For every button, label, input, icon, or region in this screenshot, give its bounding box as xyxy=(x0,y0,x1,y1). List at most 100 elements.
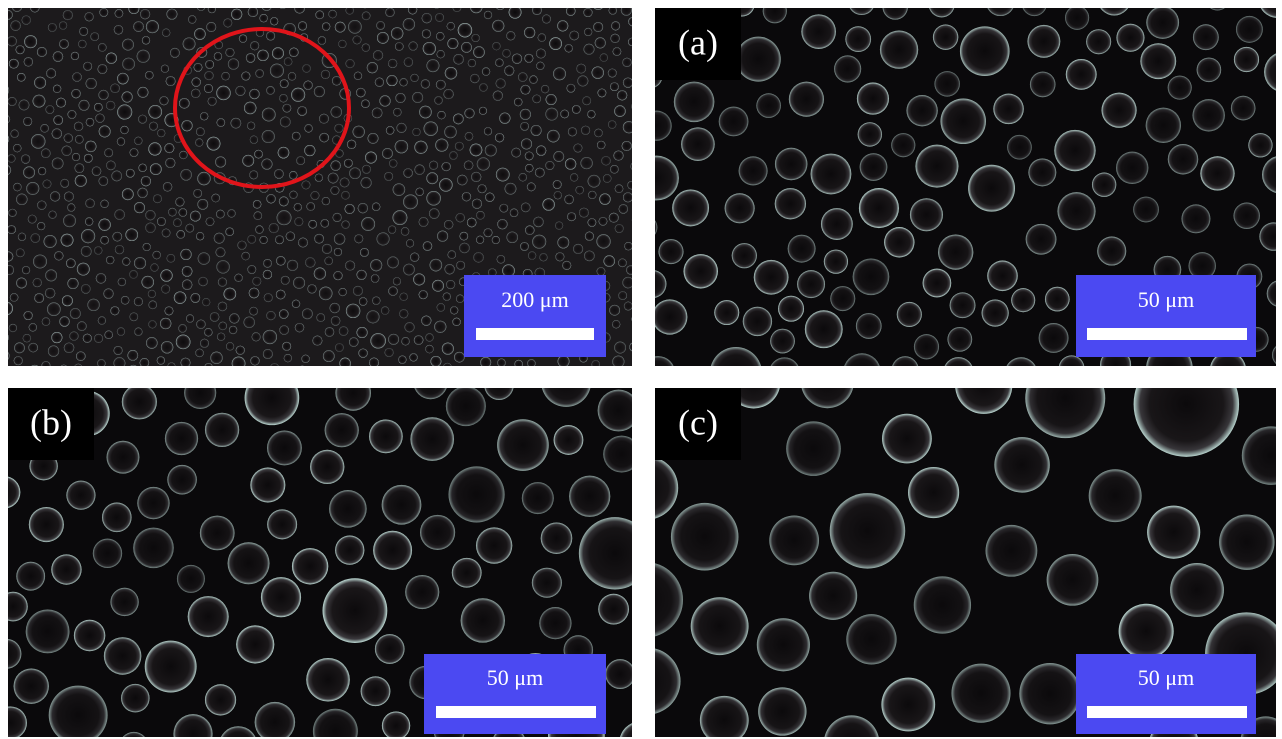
bubble xyxy=(769,357,800,388)
bubble xyxy=(434,96,442,104)
bubble xyxy=(10,293,18,301)
bubble xyxy=(725,193,755,223)
bubble xyxy=(33,278,42,287)
bubble xyxy=(553,180,562,189)
bubble xyxy=(520,122,529,131)
bubble xyxy=(50,191,60,201)
bubble xyxy=(248,7,258,17)
bubble xyxy=(217,118,225,126)
bubble xyxy=(150,163,162,175)
bubble xyxy=(331,161,341,171)
bubble xyxy=(280,117,291,128)
bubble xyxy=(598,89,607,98)
bubble xyxy=(176,335,191,350)
bubble xyxy=(1197,58,1222,83)
bubble xyxy=(197,172,210,185)
bubble xyxy=(145,0,154,6)
bubble xyxy=(603,436,640,473)
bubble xyxy=(1011,288,1035,312)
bubble xyxy=(347,140,356,149)
bubble xyxy=(102,503,132,533)
bubble xyxy=(719,107,749,137)
bubble xyxy=(206,22,216,32)
bubble xyxy=(194,28,205,39)
bubble xyxy=(37,201,46,210)
bubble xyxy=(681,127,715,161)
bubble xyxy=(263,270,272,279)
bubble xyxy=(114,357,126,369)
bubble xyxy=(634,228,642,236)
bubble xyxy=(129,3,140,14)
bubble xyxy=(421,316,431,326)
bubble xyxy=(403,194,418,209)
bubble xyxy=(64,343,74,353)
bubble xyxy=(134,297,143,306)
bubble xyxy=(1028,158,1056,186)
bubble xyxy=(105,331,113,339)
bubble xyxy=(81,229,95,243)
bubble xyxy=(0,322,4,331)
bubble xyxy=(393,183,405,195)
bubble xyxy=(30,3,39,12)
panel-label: (c) xyxy=(678,402,718,442)
bubble xyxy=(255,226,263,234)
bubble xyxy=(294,203,302,211)
bubble xyxy=(26,182,39,195)
bubble xyxy=(41,149,50,158)
bubble xyxy=(379,95,390,106)
bubble xyxy=(150,264,158,272)
bubble xyxy=(85,12,94,21)
bubble xyxy=(628,17,637,26)
bubble xyxy=(362,165,371,174)
bubble xyxy=(272,47,284,59)
bubble xyxy=(568,127,577,136)
bubble xyxy=(560,110,568,118)
bubble xyxy=(947,327,972,352)
bubble xyxy=(353,286,363,296)
bubble xyxy=(433,1,441,9)
bubble xyxy=(637,58,646,67)
bubble xyxy=(325,257,333,265)
bubble xyxy=(536,62,544,70)
bubble xyxy=(157,356,165,364)
bubble xyxy=(122,58,135,71)
bubble xyxy=(634,156,679,201)
bubble xyxy=(788,235,816,263)
bubble xyxy=(69,332,78,341)
bubble xyxy=(244,317,255,328)
bubble xyxy=(312,0,321,6)
bubble xyxy=(1234,47,1259,72)
bubble xyxy=(99,176,108,185)
bubble xyxy=(331,106,342,117)
bubble xyxy=(16,278,27,289)
bubble xyxy=(582,96,591,105)
bubble xyxy=(583,8,592,17)
bubble xyxy=(165,307,174,316)
bubble xyxy=(177,565,205,593)
bubble xyxy=(579,517,651,589)
bubble xyxy=(388,334,399,345)
bubble xyxy=(521,138,532,149)
bubble xyxy=(0,214,7,225)
bubble xyxy=(117,104,132,119)
bubble xyxy=(518,72,527,81)
bubble xyxy=(16,562,45,591)
bubble xyxy=(634,199,642,207)
bubble xyxy=(882,414,932,464)
bubble xyxy=(897,302,922,327)
bubble xyxy=(492,236,500,244)
bubble xyxy=(214,52,222,60)
bubble xyxy=(477,157,490,170)
bubble xyxy=(406,239,414,247)
bubble xyxy=(934,71,959,96)
bubble xyxy=(14,343,25,354)
bubble xyxy=(950,292,976,318)
bubble xyxy=(95,114,104,123)
bubble xyxy=(115,9,123,17)
bubble xyxy=(361,177,372,188)
bubble xyxy=(413,273,425,285)
bubble xyxy=(198,277,207,286)
bubble xyxy=(464,161,473,170)
bubble xyxy=(573,244,583,254)
bubble xyxy=(1019,663,1080,724)
